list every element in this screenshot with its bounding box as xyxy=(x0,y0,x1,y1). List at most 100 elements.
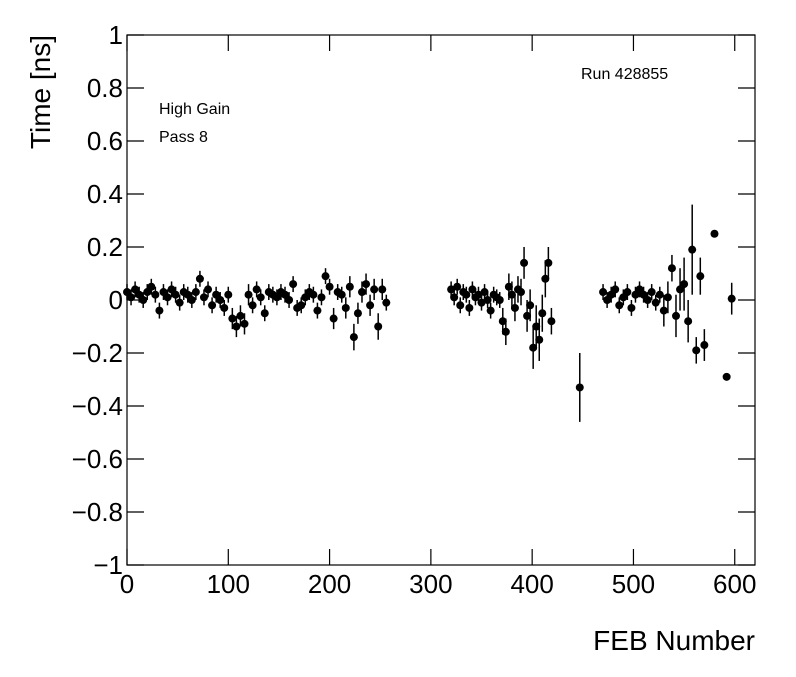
point xyxy=(187,296,196,304)
point xyxy=(313,306,322,315)
x-tick-label: 200 xyxy=(308,569,351,599)
x-tick-label: 300 xyxy=(409,569,452,599)
point xyxy=(498,317,507,326)
x-tick-label: 0 xyxy=(120,569,134,599)
point xyxy=(195,274,204,283)
point xyxy=(236,311,245,320)
point xyxy=(139,296,148,304)
point xyxy=(366,301,375,310)
point xyxy=(341,303,350,312)
x-tick-label: 500 xyxy=(612,569,655,599)
point xyxy=(575,383,584,392)
x-tick-label: 400 xyxy=(510,569,553,599)
point xyxy=(643,296,652,304)
point xyxy=(727,294,736,303)
point xyxy=(507,290,516,299)
point xyxy=(462,290,471,299)
point xyxy=(611,285,620,294)
point xyxy=(248,301,257,310)
point xyxy=(517,288,526,297)
point xyxy=(175,298,184,307)
y-tick-label: 0 xyxy=(109,285,123,315)
point xyxy=(523,311,532,320)
point xyxy=(486,306,495,315)
point xyxy=(191,288,200,297)
point xyxy=(541,274,550,283)
point xyxy=(510,303,519,312)
y-tick-label: 0.8 xyxy=(87,73,123,103)
point xyxy=(362,280,371,289)
point xyxy=(623,288,632,297)
point xyxy=(244,290,253,299)
y-tick-label: −0.6 xyxy=(72,444,123,474)
point xyxy=(260,309,269,318)
x-tick-label: 100 xyxy=(207,569,250,599)
point xyxy=(163,293,172,302)
point xyxy=(321,272,330,281)
point xyxy=(155,306,164,315)
point xyxy=(456,301,465,310)
point xyxy=(151,290,160,299)
point xyxy=(204,285,213,294)
point xyxy=(615,301,624,310)
point xyxy=(667,264,676,273)
point xyxy=(353,309,362,318)
point xyxy=(663,293,672,302)
point xyxy=(680,280,689,289)
point xyxy=(228,314,237,323)
point xyxy=(684,317,693,326)
point xyxy=(700,341,709,350)
point xyxy=(199,293,208,302)
annotation: High Gain xyxy=(159,101,230,118)
point xyxy=(450,293,459,302)
point xyxy=(651,298,660,307)
point xyxy=(220,303,229,312)
point xyxy=(208,301,217,310)
point xyxy=(529,343,538,352)
point xyxy=(465,303,474,312)
y-tick-label: −0.8 xyxy=(72,497,123,527)
y-tick-label: −0.2 xyxy=(72,338,123,368)
point xyxy=(655,290,664,299)
point xyxy=(317,293,326,302)
point xyxy=(374,322,383,331)
point xyxy=(710,229,719,238)
y-axis-title: Time [ns] xyxy=(25,35,56,149)
point xyxy=(147,282,156,291)
point xyxy=(599,288,608,297)
y-tick-label: 0.2 xyxy=(87,232,123,262)
point xyxy=(477,298,486,307)
y-tick-label: 1 xyxy=(109,20,123,50)
point xyxy=(495,296,504,304)
annotation: Run 428855 xyxy=(581,66,668,83)
point xyxy=(216,296,225,304)
point xyxy=(329,314,338,323)
x-axis-title: FEB Number xyxy=(593,625,755,656)
point xyxy=(256,293,265,302)
point xyxy=(688,245,697,254)
point xyxy=(526,301,535,310)
y-tick-label: −0.4 xyxy=(72,391,123,421)
point xyxy=(297,301,306,310)
point xyxy=(252,285,261,294)
point xyxy=(468,285,477,294)
point xyxy=(378,285,387,294)
point xyxy=(532,322,541,331)
point xyxy=(659,306,668,315)
point xyxy=(224,290,233,299)
point xyxy=(722,372,731,381)
point xyxy=(337,290,346,299)
point xyxy=(544,258,553,267)
point xyxy=(692,346,701,355)
point xyxy=(647,288,656,297)
point xyxy=(627,303,636,312)
point xyxy=(538,309,547,318)
point xyxy=(483,296,492,304)
point xyxy=(325,282,334,291)
point xyxy=(480,288,489,297)
point xyxy=(382,298,391,307)
point xyxy=(285,296,294,304)
point xyxy=(171,290,180,299)
point xyxy=(232,322,241,331)
